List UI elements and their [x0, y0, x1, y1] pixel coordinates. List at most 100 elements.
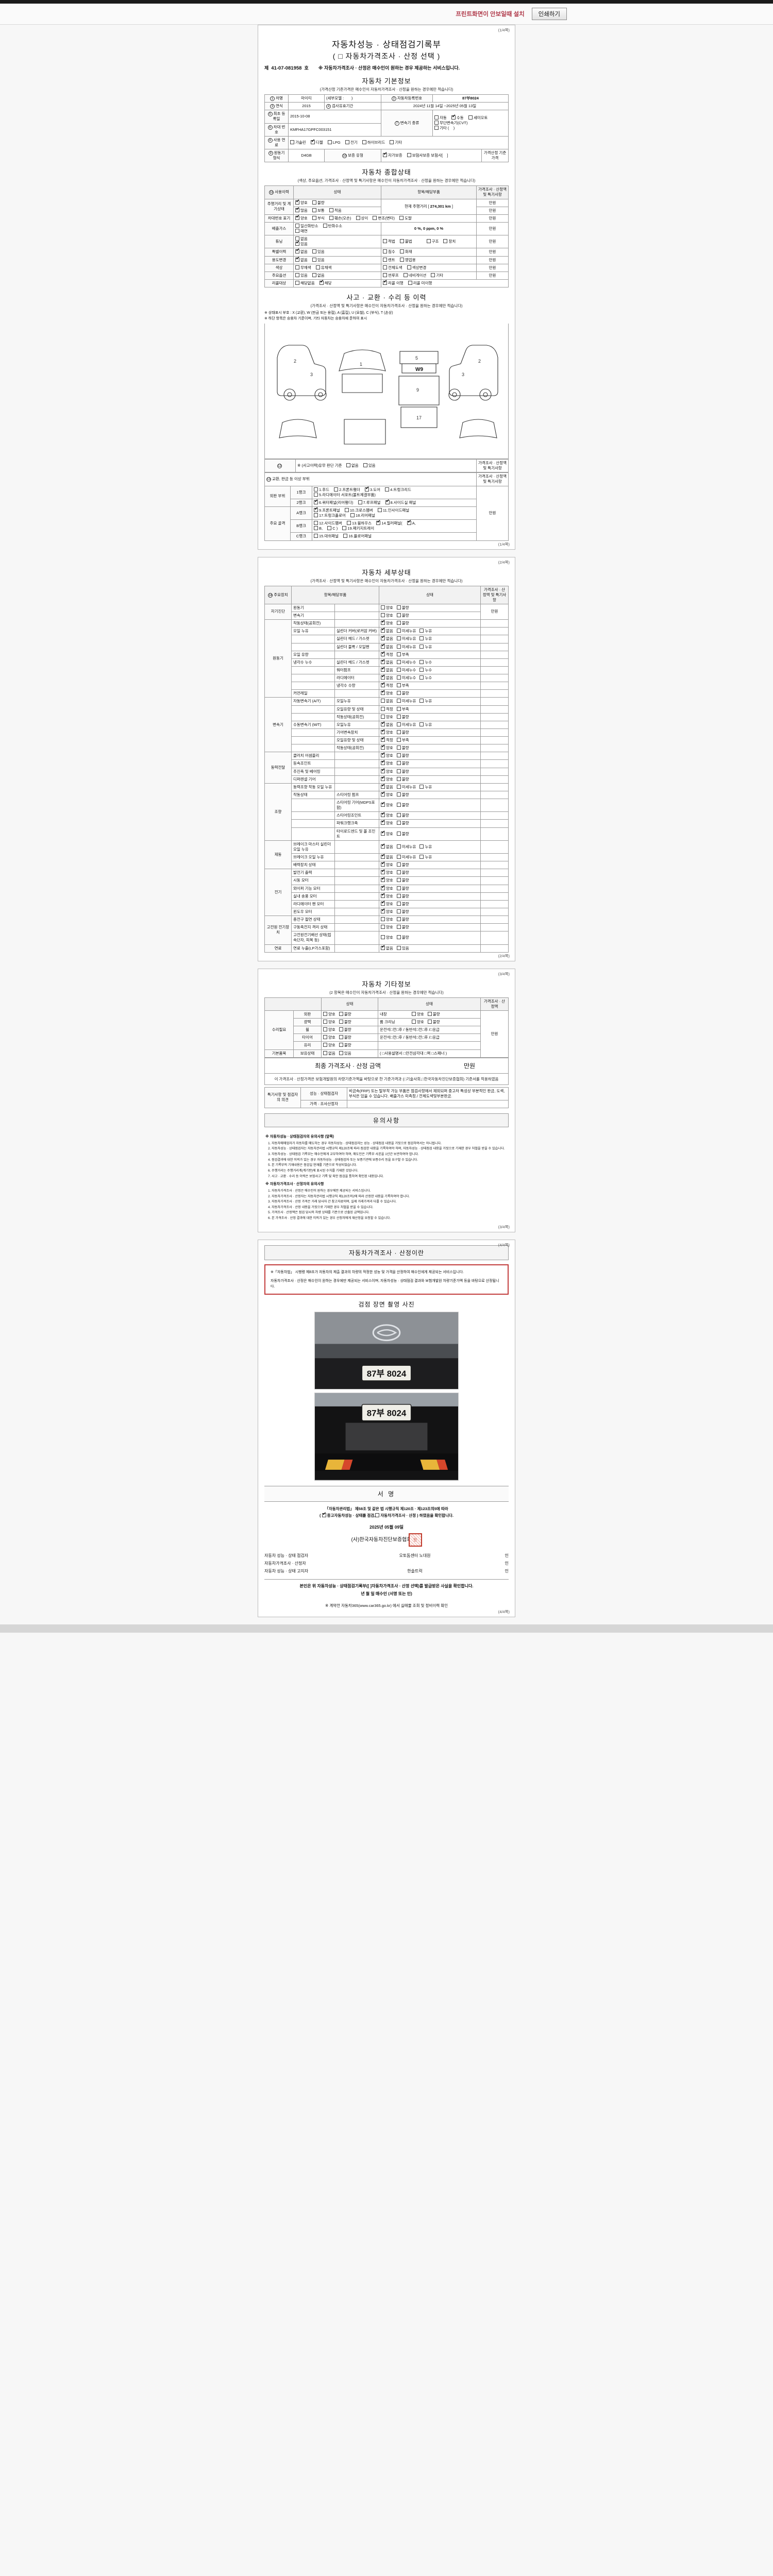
- detail-opt-1-7-2[interactable]: 누수: [419, 675, 432, 681]
- emission-opt-hc[interactable]: 탄화수소: [323, 223, 342, 229]
- frame-pillar-b[interactable]: B,: [314, 526, 323, 531]
- detail-opt-4-5-1[interactable]: 불량: [396, 831, 409, 837]
- fuel-opt-electric[interactable]: 전기: [345, 140, 358, 145]
- frame-package-tray[interactable]: 19.패키지트레이: [342, 526, 374, 531]
- frame-pillar-a[interactable]: A,: [407, 519, 416, 526]
- detail-opt-6-0-0[interactable]: 양호: [381, 869, 393, 875]
- accident-opt-yes[interactable]: 있음: [363, 463, 376, 468]
- vin-opt-good[interactable]: 양호: [295, 214, 308, 221]
- frame-floor-panel[interactable]: 16.플로어패널: [343, 534, 372, 539]
- detail-opt-1-3-2[interactable]: 누유: [419, 644, 432, 650]
- detail-opt-4-3-1[interactable]: 불량: [396, 813, 409, 818]
- tuning-opt-yes[interactable]: 있음: [295, 240, 308, 247]
- other-opt-2-0[interactable]: 양호: [323, 1027, 335, 1032]
- detail-opt-3-1-1[interactable]: 불량: [396, 761, 409, 766]
- fuel-opt-lpg[interactable]: LPG: [327, 140, 341, 145]
- other-opt-3-0[interactable]: 양호: [323, 1035, 335, 1040]
- mileage-opt-many[interactable]: 많음: [295, 207, 308, 213]
- frame-dash-panel[interactable]: 15.대쉬패널: [314, 534, 339, 539]
- detail-opt-4-4-0[interactable]: 양호: [381, 819, 393, 826]
- detail-opt-1-7-0[interactable]: 없음: [381, 674, 393, 681]
- detail-opt-6-5-1[interactable]: 불량: [396, 909, 409, 914]
- detail-opt-2-5-1[interactable]: 부족: [396, 738, 409, 743]
- frame-side-member[interactable]: 12.사이드멤버: [314, 521, 342, 526]
- other-ropt-1-1[interactable]: 불량: [427, 1020, 440, 1025]
- color-opt-changed[interactable]: 색상변경: [407, 265, 426, 270]
- trans-opt-auto[interactable]: 자동: [434, 115, 447, 121]
- special-opt-none[interactable]: 없음: [295, 248, 308, 255]
- other-opt-4-0[interactable]: 양호: [323, 1043, 335, 1048]
- detail-opt-7-2-0[interactable]: 양호: [381, 935, 393, 940]
- emission-opt-co[interactable]: 일산화탄소: [295, 223, 318, 229]
- recall-opt-na[interactable]: 해당없음: [295, 280, 315, 286]
- detail-opt-4-1-0[interactable]: 양호: [381, 791, 393, 798]
- option-opt-other[interactable]: 기타: [431, 273, 443, 278]
- option-opt-yes[interactable]: 있음: [295, 273, 308, 278]
- detail-opt-7-2-1[interactable]: 불량: [396, 935, 409, 940]
- detail-opt-1-1-2[interactable]: 누유: [419, 629, 432, 634]
- fuel-opt-hybrid[interactable]: 하이브리드: [362, 140, 385, 145]
- detail-opt-1-4-0[interactable]: 적정: [381, 651, 393, 657]
- frame-rear-panel[interactable]: 18.리어패널: [350, 513, 375, 518]
- detail-opt-1-2-1[interactable]: 미세누유: [396, 636, 416, 641]
- trans-opt-manual[interactable]: 수동: [451, 114, 464, 121]
- frame-inside-panel[interactable]: 11.인사이드패널: [377, 507, 409, 513]
- detail-opt-4-1-1[interactable]: 불량: [396, 792, 409, 798]
- mileage-opt-few[interactable]: 적음: [329, 208, 342, 213]
- detail-opt-5-1-1[interactable]: 미세누유: [396, 855, 416, 860]
- detail-opt-3-1-0[interactable]: 양호: [381, 759, 393, 766]
- detail-opt-6-5-0[interactable]: 양호: [381, 908, 393, 914]
- detail-opt-1-5-1[interactable]: 미세누수: [396, 659, 416, 665]
- detail-opt-2-0-1[interactable]: 미세누유: [396, 699, 416, 704]
- detail-opt-1-2-0[interactable]: 없음: [381, 635, 393, 641]
- detail-opt-1-5-2[interactable]: 누수: [419, 659, 432, 665]
- detail-opt-8-0-1[interactable]: 있음: [396, 945, 409, 951]
- detail-opt-5-0-2[interactable]: 누유: [419, 844, 432, 850]
- option-opt-none[interactable]: 없음: [312, 273, 325, 278]
- detail-opt-1-0-0[interactable]: 양호: [381, 619, 393, 626]
- detail-opt-2-4-0[interactable]: 양호: [381, 728, 393, 735]
- frame-pillar-c[interactable]: C ): [327, 526, 338, 531]
- print-button[interactable]: 인쇄하기: [531, 8, 567, 20]
- other-ropt-0-1[interactable]: 불량: [427, 1011, 440, 1017]
- vin-opt-erased[interactable]: 도말: [399, 215, 412, 221]
- detail-opt-6-2-0[interactable]: 양호: [381, 885, 393, 891]
- color-opt-fullpaint[interactable]: 전체도색: [383, 265, 402, 270]
- detail-opt-2-1-1[interactable]: 부족: [396, 706, 409, 712]
- detail-opt-6-4-0[interactable]: 양호: [381, 900, 393, 907]
- detail-opt-1-6-2[interactable]: 누수: [419, 667, 432, 673]
- fuel-opt-gasoline[interactable]: 가솔린: [290, 140, 306, 145]
- detail-opt-1-0-1[interactable]: 불량: [396, 621, 409, 626]
- detail-opt-2-0-0[interactable]: 없음: [381, 699, 393, 704]
- detail-opt-7-1-1[interactable]: 불량: [396, 925, 409, 930]
- usechange-opt-none[interactable]: 없음: [295, 256, 308, 263]
- detail-opt-4-0-2[interactable]: 누유: [419, 784, 432, 790]
- detail-opt-5-1-2[interactable]: 누유: [419, 855, 432, 860]
- frame-cross-member[interactable]: 10.크로스멤버: [344, 507, 373, 513]
- detail-opt-2-2-0[interactable]: 양호: [381, 714, 393, 720]
- print-install-note[interactable]: 프린트화면이 안보일때 설치: [456, 11, 525, 18]
- other-opt-1-0[interactable]: 양호: [323, 1020, 335, 1025]
- detail-opt-6-1-1[interactable]: 불량: [396, 878, 409, 883]
- panel-side-sill[interactable]: 8.사이드실 패널: [385, 499, 416, 505]
- other-opt-4-1[interactable]: 불량: [339, 1043, 351, 1048]
- tuning-opt-structure[interactable]: 구조: [426, 239, 439, 244]
- mileage-opt-normal[interactable]: 보통: [312, 208, 325, 213]
- detail-opt-1-6-0[interactable]: 없음: [381, 666, 393, 673]
- option-opt-sunroof[interactable]: 썬루프: [383, 273, 399, 278]
- detail-opt-1-2-2[interactable]: 누유: [419, 636, 432, 641]
- frame-front-panel[interactable]: 9.프론트패널: [314, 506, 340, 513]
- detail-opt-2-5-0[interactable]: 적정: [381, 736, 393, 743]
- vin-opt-altered[interactable]: 변조(변타): [373, 215, 395, 221]
- tuning-opt-legal[interactable]: 적법: [383, 239, 395, 244]
- detail-opt-5-0-0[interactable]: 없음: [381, 843, 393, 850]
- usechange-opt-yes[interactable]: 있음: [312, 257, 325, 263]
- special-opt-flood[interactable]: 침수: [383, 249, 395, 255]
- detail-opt-5-2-0[interactable]: 양호: [381, 861, 393, 868]
- detail-opt-0-0-0[interactable]: 양호: [381, 605, 393, 611]
- other-opt-3-1[interactable]: 불량: [339, 1035, 351, 1040]
- detail-opt-5-0-1[interactable]: 미세누유: [396, 844, 416, 850]
- other-ropt-0-0[interactable]: 양호: [412, 1011, 424, 1017]
- detail-opt-1-9-0[interactable]: 양호: [381, 689, 393, 696]
- detail-opt-6-1-0[interactable]: 양호: [381, 876, 393, 883]
